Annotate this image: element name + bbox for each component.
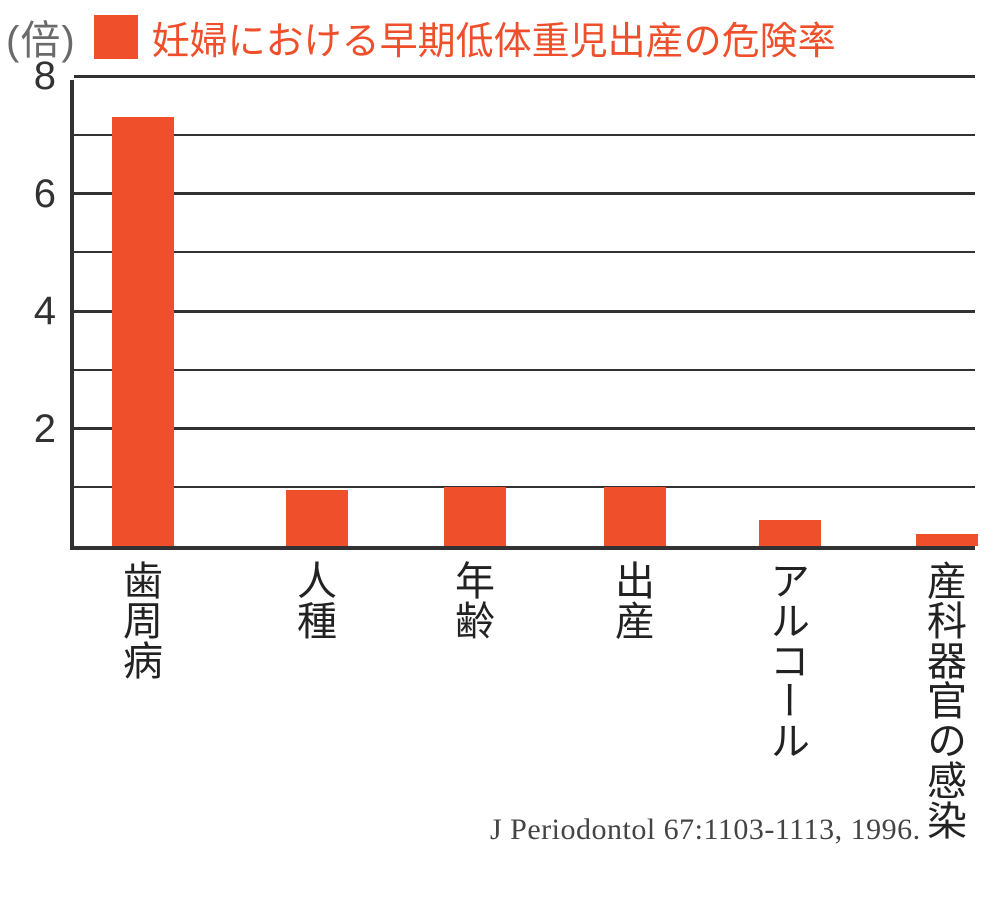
citation: J Periodontol 67:1103-1113, 1996. (490, 813, 921, 847)
gridline (74, 251, 975, 253)
x-tick-label: アルコール (765, 560, 807, 760)
bar (604, 487, 666, 546)
gridline (74, 75, 975, 78)
bar (444, 487, 506, 546)
gridline (74, 192, 975, 195)
gridline (74, 369, 975, 371)
y-tick-label: 8 (34, 56, 74, 96)
bar (759, 520, 821, 546)
x-tick-label: 年齢 (450, 560, 492, 640)
x-tick-label: 産科器官の感染 (922, 560, 964, 840)
legend: 妊婦における早期低体重児出産の危険率 (94, 10, 836, 65)
gridline (74, 310, 975, 313)
y-tick-label: 2 (34, 409, 74, 449)
gridline (74, 427, 975, 430)
y-tick-label: 4 (34, 291, 74, 331)
x-tick-label: 歯周病 (118, 560, 160, 680)
legend-swatch (94, 15, 138, 59)
gridline (74, 134, 975, 136)
y-tick-label: 6 (34, 174, 74, 214)
bar (916, 534, 978, 546)
bar-chart: 2468 (70, 80, 975, 550)
gridline (74, 486, 975, 488)
x-tick-label: 人種 (292, 560, 334, 640)
x-tick-label: 出産 (610, 560, 652, 640)
bar (286, 490, 348, 546)
bar (112, 117, 174, 546)
legend-text: 妊婦における早期低体重児出産の危険率 (152, 10, 836, 65)
